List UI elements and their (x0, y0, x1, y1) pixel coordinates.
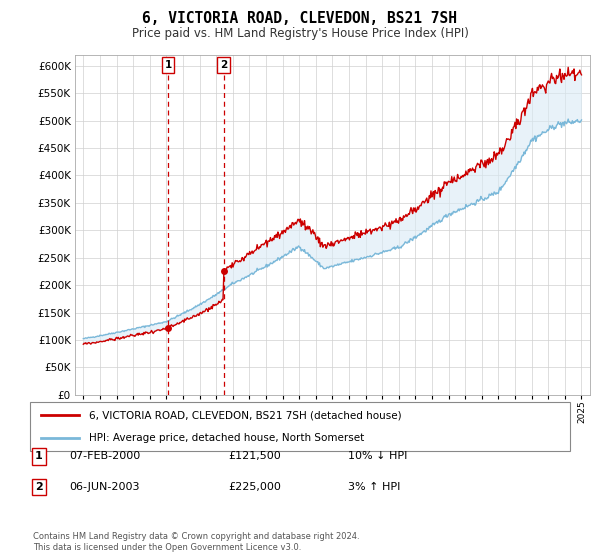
Text: 1: 1 (35, 451, 43, 461)
FancyBboxPatch shape (30, 402, 570, 451)
Text: 6, VICTORIA ROAD, CLEVEDON, BS21 7SH (detached house): 6, VICTORIA ROAD, CLEVEDON, BS21 7SH (de… (89, 410, 402, 421)
Text: £225,000: £225,000 (228, 482, 281, 492)
Text: HPI: Average price, detached house, North Somerset: HPI: Average price, detached house, Nort… (89, 433, 365, 444)
Text: 06-JUN-2003: 06-JUN-2003 (69, 482, 139, 492)
Text: 1: 1 (164, 60, 172, 70)
Text: Contains HM Land Registry data © Crown copyright and database right 2024.
This d: Contains HM Land Registry data © Crown c… (33, 532, 359, 552)
Text: 3% ↑ HPI: 3% ↑ HPI (348, 482, 400, 492)
Text: 10% ↓ HPI: 10% ↓ HPI (348, 451, 407, 461)
Text: 07-FEB-2000: 07-FEB-2000 (69, 451, 140, 461)
Text: Price paid vs. HM Land Registry's House Price Index (HPI): Price paid vs. HM Land Registry's House … (131, 27, 469, 40)
Text: £121,500: £121,500 (228, 451, 281, 461)
Text: 6, VICTORIA ROAD, CLEVEDON, BS21 7SH: 6, VICTORIA ROAD, CLEVEDON, BS21 7SH (143, 11, 458, 26)
Text: 2: 2 (35, 482, 43, 492)
Text: 2: 2 (220, 60, 227, 70)
